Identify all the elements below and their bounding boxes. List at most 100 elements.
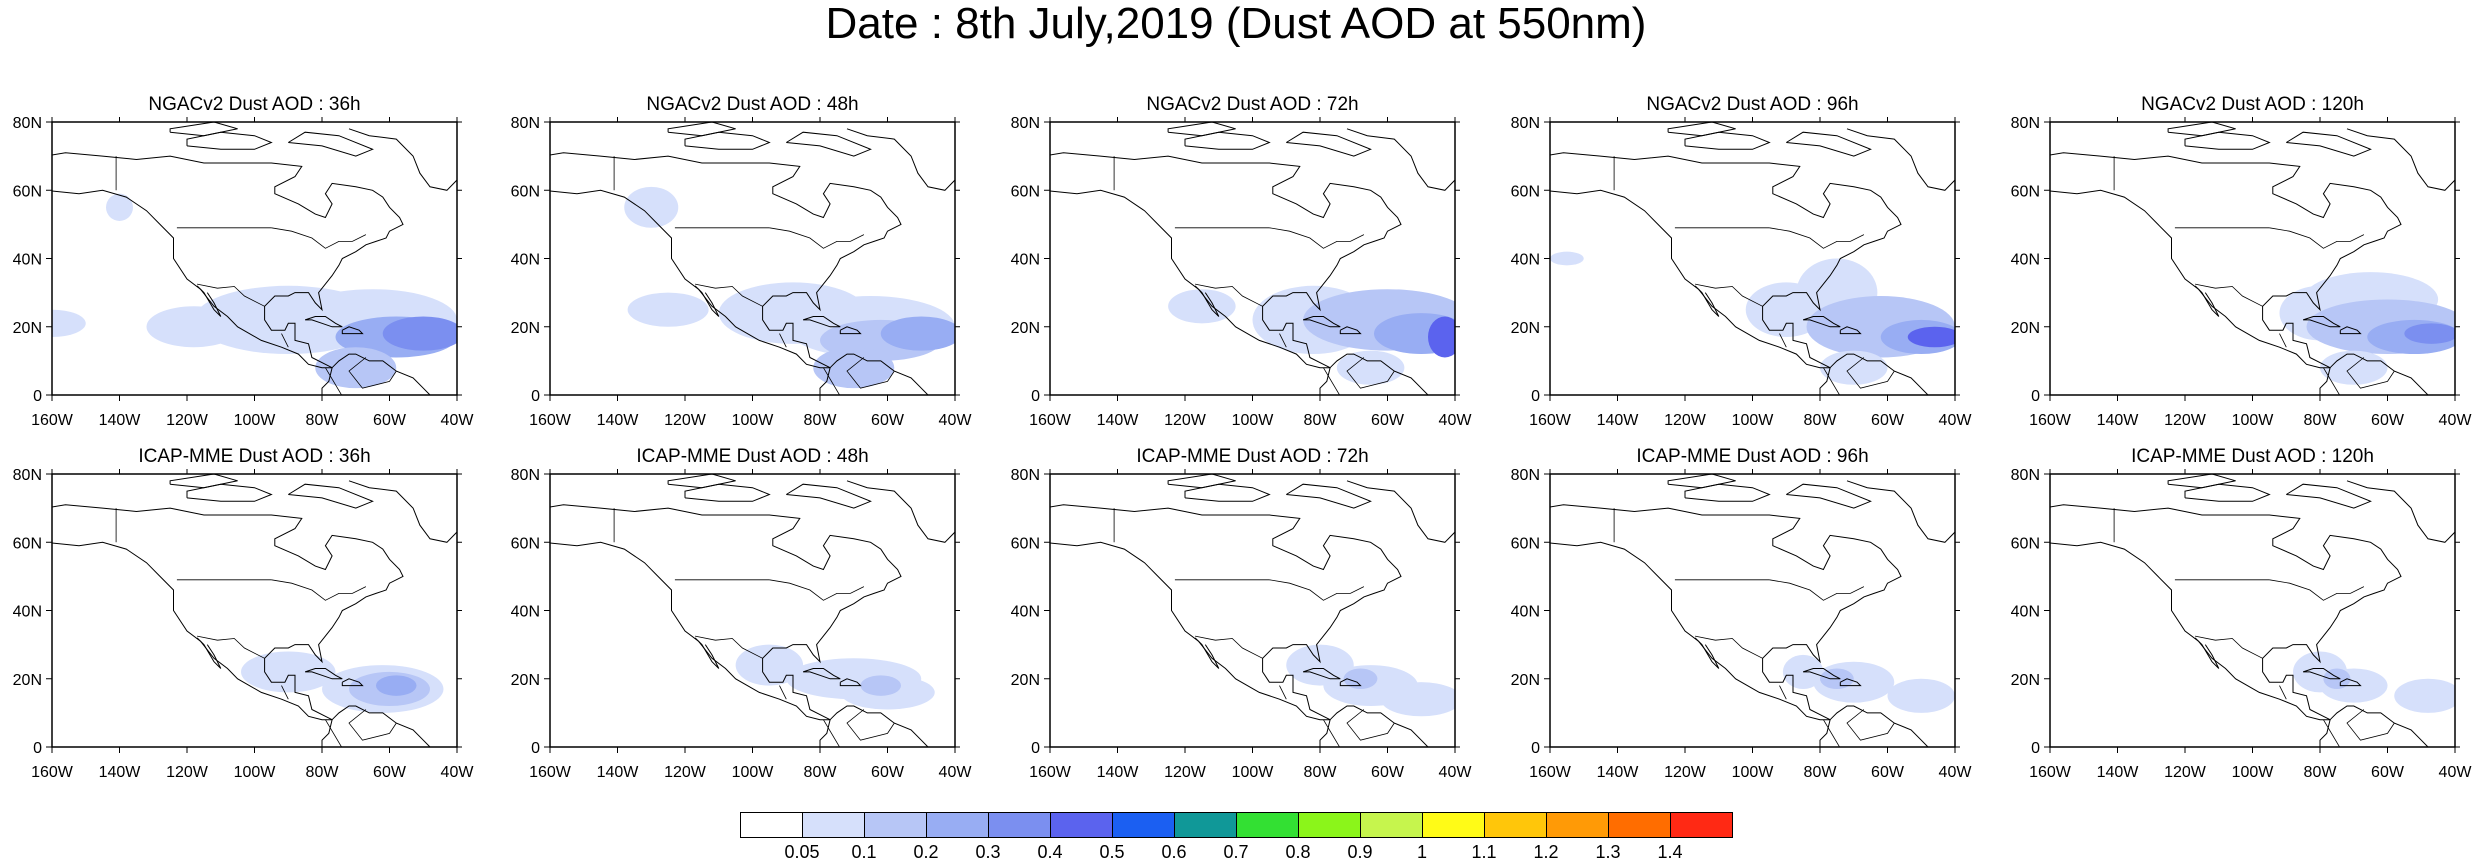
coastline bbox=[684, 483, 771, 502]
lat-tick-label: 40N bbox=[1511, 604, 1540, 621]
lat-tick-label: 0 bbox=[2031, 740, 2040, 757]
lat-tick-label: 60N bbox=[1511, 535, 1540, 552]
border-line bbox=[823, 367, 841, 395]
border-line bbox=[1846, 709, 1895, 741]
lon-tick-label: 80W bbox=[1804, 764, 1838, 781]
lat-tick-label: 40N bbox=[1011, 604, 1040, 621]
lat-tick-label: 80N bbox=[1011, 115, 1040, 132]
coastline bbox=[1184, 131, 1271, 150]
coastline bbox=[1694, 637, 1720, 669]
colorbar-swatch bbox=[1236, 812, 1299, 838]
border-line bbox=[1769, 227, 1865, 249]
lat-tick-label: 20N bbox=[2011, 672, 2040, 689]
lon-tick-label: 80W bbox=[1804, 412, 1838, 429]
lon-tick-label: 40W bbox=[939, 764, 973, 781]
colorbar-label: 0.5 bbox=[1099, 842, 1125, 862]
lat-tick-label: 80N bbox=[511, 467, 540, 484]
dust-area bbox=[1428, 316, 1455, 358]
coastline bbox=[1550, 152, 1902, 369]
coastline bbox=[1302, 316, 1341, 328]
coastline bbox=[1684, 131, 1771, 150]
panel-title: NGACv2 Dust AOD : 96h bbox=[1646, 94, 1858, 115]
colorbar-label: 1 bbox=[1416, 842, 1428, 862]
coastline bbox=[2302, 668, 2341, 680]
coastline bbox=[786, 483, 872, 509]
border-line bbox=[1346, 357, 1395, 389]
lon-tick-label: 100W bbox=[1232, 764, 1275, 781]
lat-tick-label: 40N bbox=[1511, 252, 1540, 269]
lat-tick-label: 0 bbox=[33, 388, 42, 405]
colorbar-swatch bbox=[1608, 812, 1671, 838]
lat-tick-label: 60N bbox=[1011, 535, 1040, 552]
lat-tick-label: 40N bbox=[511, 252, 540, 269]
lon-tick-label: 140W bbox=[597, 412, 640, 429]
lon-tick-label: 120W bbox=[166, 412, 209, 429]
lat-tick-label: 80N bbox=[1011, 467, 1040, 484]
map-panel: ICAP-MME Dust AOD : 36h 160W 140W 120W 100W 8… bbox=[13, 446, 475, 781]
coastline bbox=[169, 122, 238, 137]
border-line bbox=[1823, 367, 1841, 395]
dust-area bbox=[106, 193, 133, 221]
colorbar-swatch bbox=[802, 812, 865, 838]
border-line bbox=[823, 719, 841, 747]
lon-tick-label: 60W bbox=[1371, 764, 1405, 781]
lon-tick-label: 100W bbox=[234, 764, 277, 781]
dust-area bbox=[627, 292, 709, 327]
lat-tick-label: 80N bbox=[1511, 467, 1540, 484]
coastline bbox=[1786, 483, 1872, 509]
coastline bbox=[1319, 705, 1429, 747]
coastline bbox=[321, 353, 431, 395]
coastline bbox=[819, 705, 929, 747]
border-line bbox=[1346, 709, 1395, 741]
lat-tick-label: 60N bbox=[13, 535, 42, 552]
lon-tick-label: 120W bbox=[664, 412, 707, 429]
dust-area bbox=[2394, 678, 2455, 713]
dust-area bbox=[1820, 350, 1888, 385]
colorbar-swatch bbox=[1298, 812, 1361, 838]
coastline bbox=[839, 678, 862, 687]
lat-tick-label: 40N bbox=[1011, 252, 1040, 269]
border-line bbox=[2323, 719, 2341, 747]
lon-tick-label: 160W bbox=[31, 412, 74, 429]
border-line bbox=[846, 357, 895, 389]
coastline bbox=[1819, 353, 1929, 395]
coastline bbox=[839, 326, 862, 335]
colorbar-swatch bbox=[1360, 812, 1423, 838]
coastline bbox=[2050, 152, 2402, 369]
lat-tick-label: 20N bbox=[1511, 320, 1540, 337]
colorbar-swatch bbox=[988, 812, 1051, 838]
lon-tick-label: 40W bbox=[1939, 412, 1973, 429]
coastline bbox=[1339, 678, 1362, 687]
panel-title: ICAP-MME Dust AOD : 72h bbox=[1136, 446, 1368, 467]
border-line bbox=[281, 333, 289, 348]
lat-tick-label: 60N bbox=[511, 535, 540, 552]
lat-tick-label: 20N bbox=[2011, 320, 2040, 337]
coastline bbox=[667, 122, 736, 137]
panel-title: NGACv2 Dust AOD : 36h bbox=[148, 94, 360, 115]
border-line bbox=[695, 635, 763, 659]
dust-area bbox=[624, 186, 679, 228]
coastline bbox=[1684, 483, 1771, 502]
border-line bbox=[779, 333, 787, 348]
coastline bbox=[550, 152, 902, 369]
coastline bbox=[1839, 678, 1862, 687]
coastline bbox=[1302, 668, 1341, 680]
lon-tick-label: 120W bbox=[166, 764, 209, 781]
lon-tick-label: 60W bbox=[373, 764, 407, 781]
lon-tick-label: 80W bbox=[306, 764, 340, 781]
lon-tick-label: 80W bbox=[1304, 764, 1338, 781]
lat-tick-label: 0 bbox=[1531, 740, 1540, 757]
border-line bbox=[348, 709, 397, 741]
panel-title: ICAP-MME Dust AOD : 120h bbox=[2131, 446, 2374, 467]
map-panel: NGACv2 Dust AOD : 48h 160W 140W 120W 100W 80W… bbox=[511, 94, 973, 429]
lat-tick-label: 40N bbox=[511, 604, 540, 621]
lon-tick-label: 40W bbox=[441, 412, 475, 429]
lat-tick-label: 40N bbox=[13, 252, 42, 269]
border-line bbox=[2269, 579, 2365, 601]
lon-tick-label: 100W bbox=[732, 412, 775, 429]
map-panel: NGACv2 Dust AOD : 96h 160W 140W 120W 100W 80W… bbox=[1511, 94, 1973, 429]
border-line bbox=[2279, 685, 2287, 700]
border-line bbox=[846, 709, 895, 741]
border-line bbox=[1695, 283, 1763, 307]
lon-tick-label: 160W bbox=[529, 412, 572, 429]
